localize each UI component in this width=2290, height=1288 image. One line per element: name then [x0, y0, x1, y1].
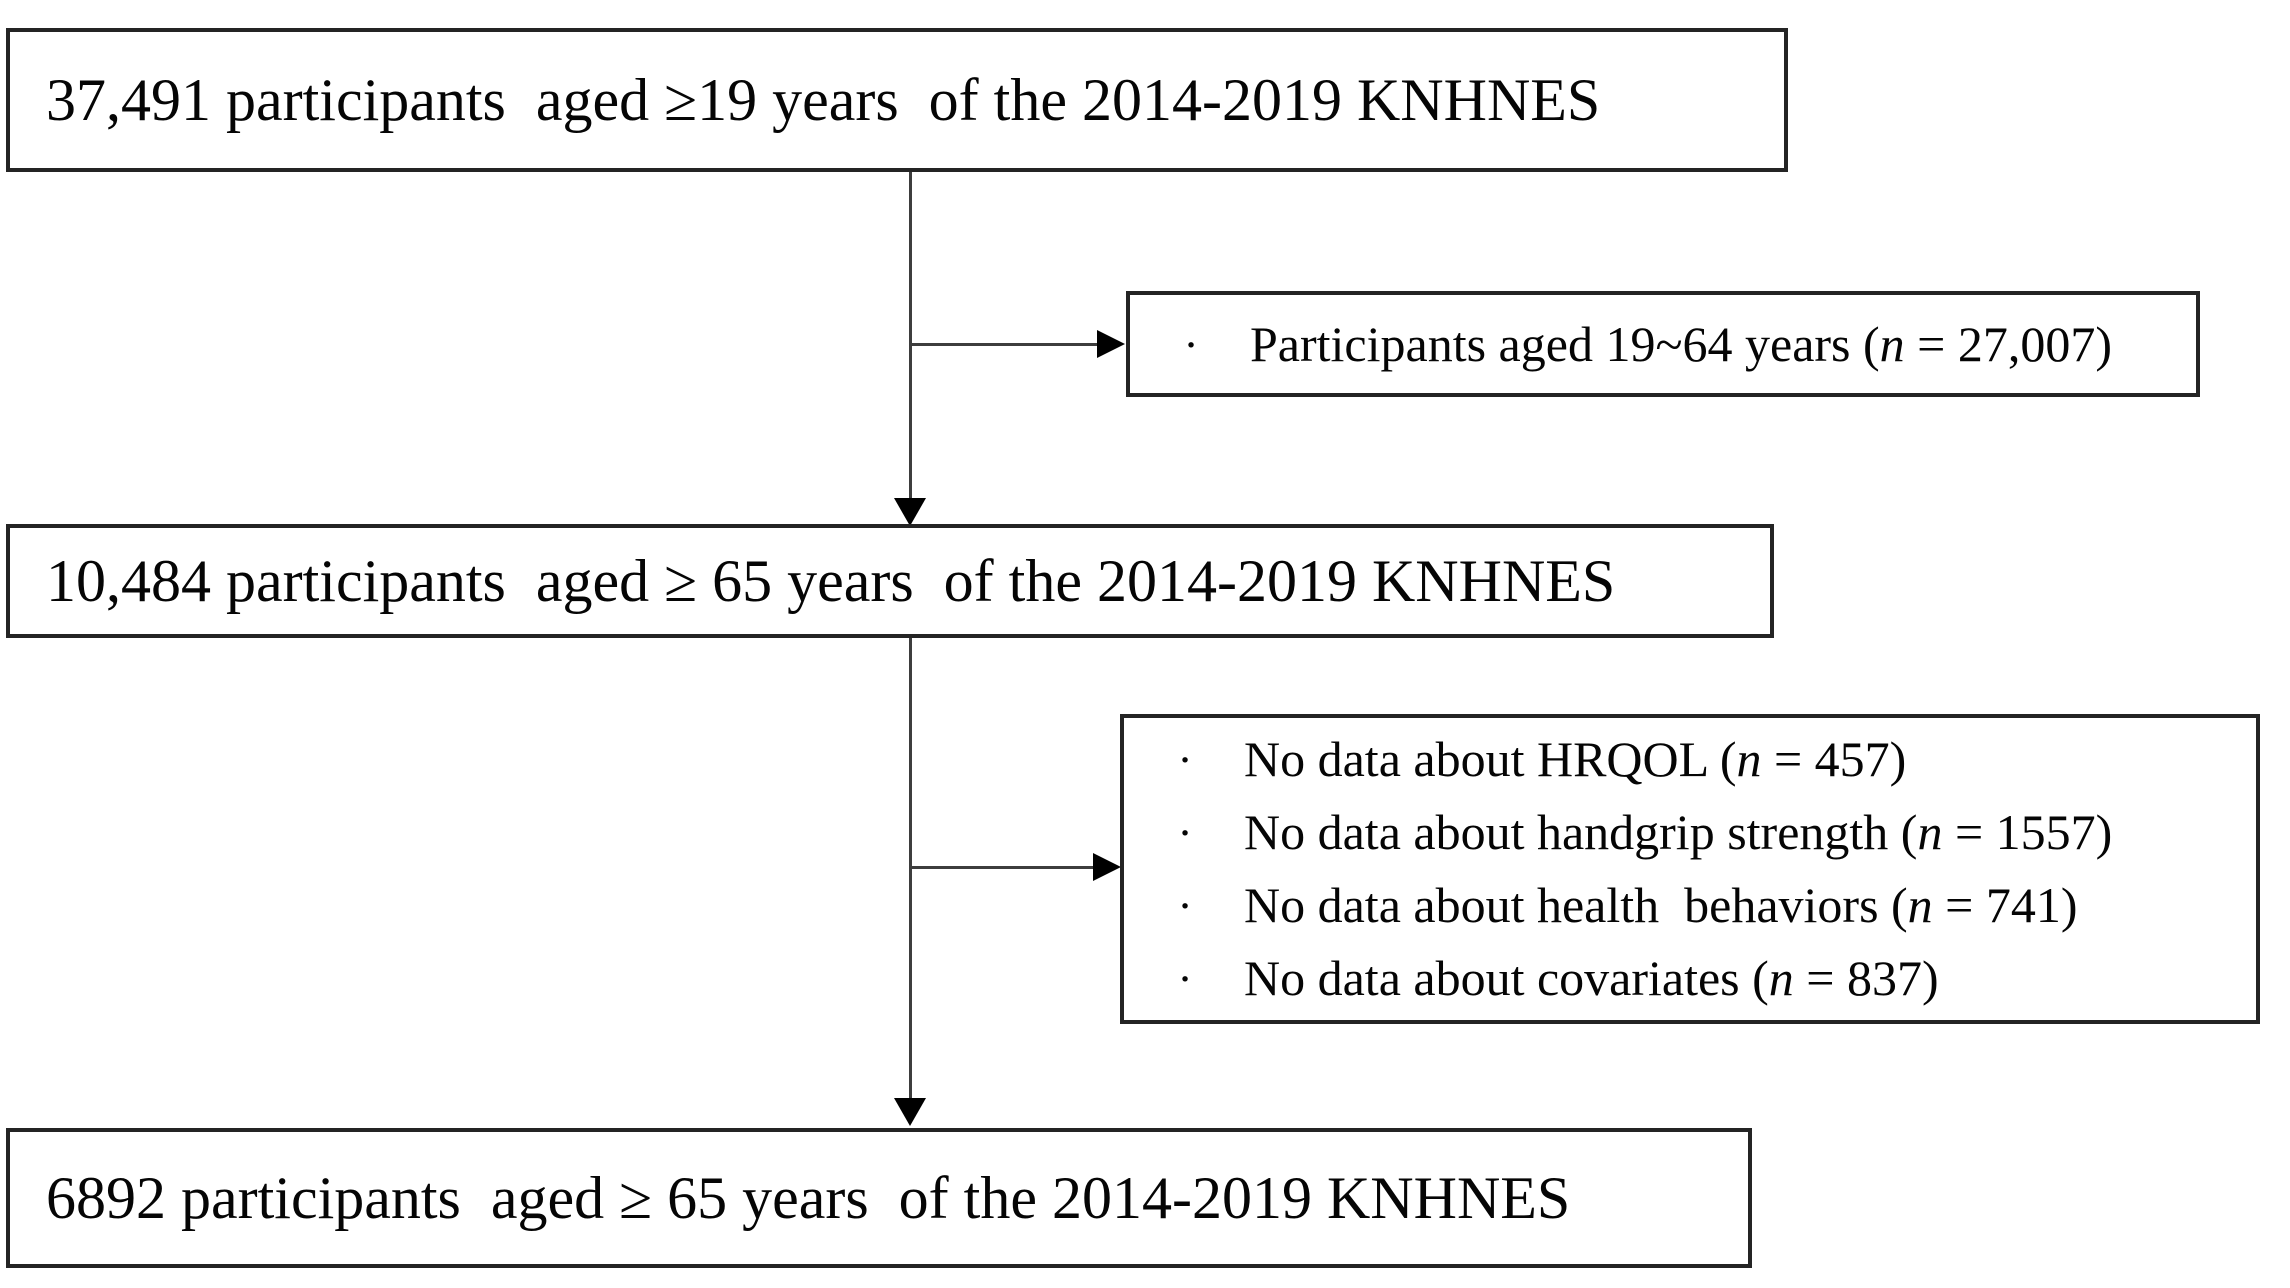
excluded-item-hrqol: · No data about HRQOL (n = 457) [1174, 723, 2256, 796]
box-excluded-aged-19-64: · Participants aged 19~64 years (n = 27,… [1126, 291, 2200, 397]
box-participants-aged-19plus: 37,491 participants aged ≥19 years of th… [6, 28, 1788, 172]
excluded-item-covariates-label: No data about covariates (n = 837) [1244, 951, 1939, 1006]
excluded-item-handgrip-text: No data about handgrip strength ( [1244, 804, 1918, 860]
arrow-right-2-head [1093, 853, 1121, 881]
arrow-right-1-line [910, 343, 1098, 346]
arrow-down-2-head [894, 1098, 926, 1126]
box-excluded-missing-data: · No data about HRQOL (n = 457) · No dat… [1120, 714, 2260, 1024]
excluded-item-hrqol-label: No data about HRQOL (n = 457) [1244, 732, 1906, 787]
arrow-right-1-head [1097, 330, 1125, 358]
box-final-sample-label: 6892 participants aged ≥ 65 years of the… [46, 1165, 1571, 1231]
bullet-icon: · [1177, 880, 1193, 931]
excluded-item-health-behaviors: · No data about health behaviors (n = 74… [1174, 869, 2256, 942]
excluded-1-count: = 27,007) [1904, 315, 2112, 372]
arrow-down-1-line [909, 172, 912, 504]
box-participants-aged-65plus: 10,484 participants aged ≥ 65 years of t… [6, 524, 1774, 638]
excluded-1-text: Participants aged 19~64 years ( [1250, 315, 1880, 372]
excluded-item-health-behaviors-text: No data about health behaviors ( [1244, 877, 1908, 933]
box-final-sample: 6892 participants aged ≥ 65 years of the… [6, 1128, 1752, 1268]
arrow-right-2-line [910, 866, 1094, 869]
excluded-item-handgrip-n-symbol: n [1917, 804, 1943, 860]
excluded-item-hrqol-text: No data about HRQOL ( [1244, 731, 1737, 787]
excluded-item-health-behaviors-count: = 741) [1932, 877, 2078, 933]
box-participants-aged-65plus-label: 10,484 participants aged ≥ 65 years of t… [46, 548, 1616, 614]
excluded-item-covariates-text: No data about covariates ( [1244, 950, 1769, 1006]
excluded-item-hrqol-n-symbol: n [1736, 731, 1762, 787]
excluded-item-health-behaviors-n-symbol: n [1907, 877, 1933, 933]
box-excluded-aged-19-64-label: Participants aged 19~64 years (n = 27,00… [1250, 315, 2112, 372]
excluded-item-handgrip: · No data about handgrip strength (n = 1… [1174, 796, 2256, 869]
excluded-1-n-symbol: n [1879, 315, 1905, 372]
excluded-item-covariates-n-symbol: n [1768, 950, 1794, 1006]
excluded-item-health-behaviors-label: No data about health behaviors (n = 741) [1244, 878, 2078, 933]
bullet-icon: · [1183, 318, 1199, 370]
excluded-item-handgrip-label: No data about handgrip strength (n = 155… [1244, 805, 2112, 860]
box-participants-aged-19plus-label: 37,491 participants aged ≥19 years of th… [46, 67, 1601, 133]
bullet-icon: · [1177, 807, 1193, 858]
arrow-down-1-head [894, 498, 926, 526]
excluded-item-handgrip-count: = 1557) [1942, 804, 2113, 860]
arrow-down-2-line [909, 638, 912, 1100]
bullet-icon: · [1177, 953, 1193, 1004]
excluded-item-covariates: · No data about covariates (n = 837) [1174, 942, 2256, 1015]
excluded-item-hrqol-count: = 457) [1761, 731, 1907, 787]
bullet-icon: · [1177, 734, 1193, 785]
excluded-item-covariates-count: = 837) [1793, 950, 1939, 1006]
